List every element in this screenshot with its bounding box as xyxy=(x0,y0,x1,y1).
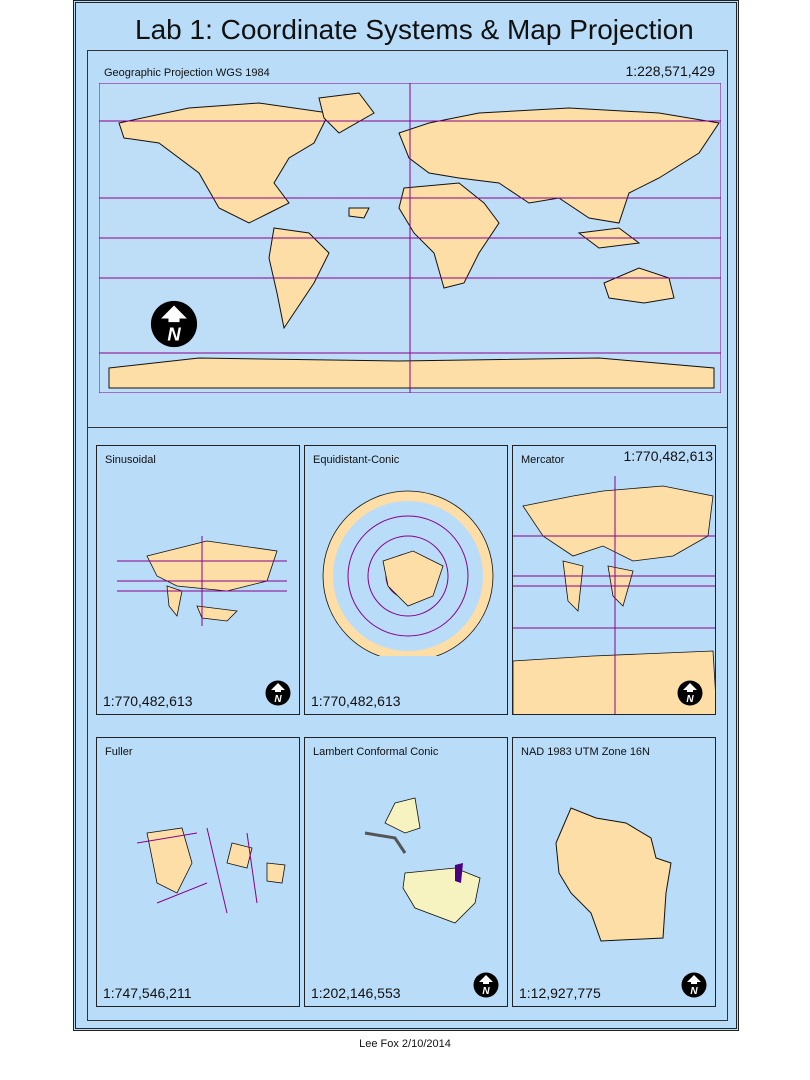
equidistant-conic-map xyxy=(322,490,494,656)
panel-label: Lambert Conformal Conic xyxy=(313,746,439,758)
panel-mercator[interactable]: Mercator 1:770,482,613 N xyxy=(512,445,716,715)
panel-label: Fuller xyxy=(105,746,133,758)
mercator-map xyxy=(513,476,715,714)
main-map-frame: Geographic Projection WGS 1984 1:228,571… xyxy=(87,50,728,428)
north-arrow-icon: N xyxy=(677,680,703,706)
panel-label: Equidistant-Conic xyxy=(313,454,400,466)
north-arrow-icon: N xyxy=(473,972,499,998)
panel-scale: 1:747,546,211 xyxy=(103,985,192,1001)
panel-fuller[interactable]: Fuller 1:747,546,211 xyxy=(96,737,300,1007)
panel-scale: 1:12,927,775 xyxy=(519,985,601,1001)
panel-scale: 1:770,482,613 xyxy=(311,693,401,709)
panel-scale: 1:202,146,553 xyxy=(311,985,401,1001)
main-map-label: Geographic Projection WGS 1984 xyxy=(104,67,270,79)
main-map-scale: 1:228,571,429 xyxy=(625,63,715,79)
world-map-geographic[interactable] xyxy=(99,83,721,393)
panel-scale: 1:770,482,613 xyxy=(623,448,713,464)
north-arrow-icon: N xyxy=(150,300,198,348)
north-arrow-icon: N xyxy=(265,680,291,706)
svg-text:N: N xyxy=(167,324,181,345)
svg-text:N: N xyxy=(686,694,694,705)
panel-sinusoidal[interactable]: Sinusoidal N 1:770,482,613 xyxy=(96,445,300,715)
panel-utm-zone-16n[interactable]: NAD 1983 UTM Zone 16N N 1:12,927,775 xyxy=(512,737,716,1007)
panel-label: NAD 1983 UTM Zone 16N xyxy=(521,746,650,758)
panel-equidistant-conic[interactable]: Equidistant-Conic 1:770,482,613 xyxy=(304,445,508,715)
panel-label: Sinusoidal xyxy=(105,454,156,466)
svg-text:N: N xyxy=(690,986,698,997)
panel-label: Mercator xyxy=(521,454,565,466)
author-date: Lee Fox 2/10/2014 xyxy=(359,1038,451,1050)
panel-lambert-conformal-conic[interactable]: Lambert Conformal Conic N 1:202,146,553 xyxy=(304,737,508,1007)
wisconsin-map xyxy=(555,807,672,942)
panel-scale: 1:770,482,613 xyxy=(103,693,193,709)
svg-text:N: N xyxy=(482,986,490,997)
svg-text:N: N xyxy=(274,694,282,705)
fuller-map xyxy=(137,827,286,914)
north-arrow-icon: N xyxy=(681,972,707,998)
lambert-map xyxy=(364,797,481,924)
page-title: Lab 1: Coordinate Systems & Map Projecti… xyxy=(135,14,694,45)
sinusoidal-map xyxy=(117,536,287,626)
